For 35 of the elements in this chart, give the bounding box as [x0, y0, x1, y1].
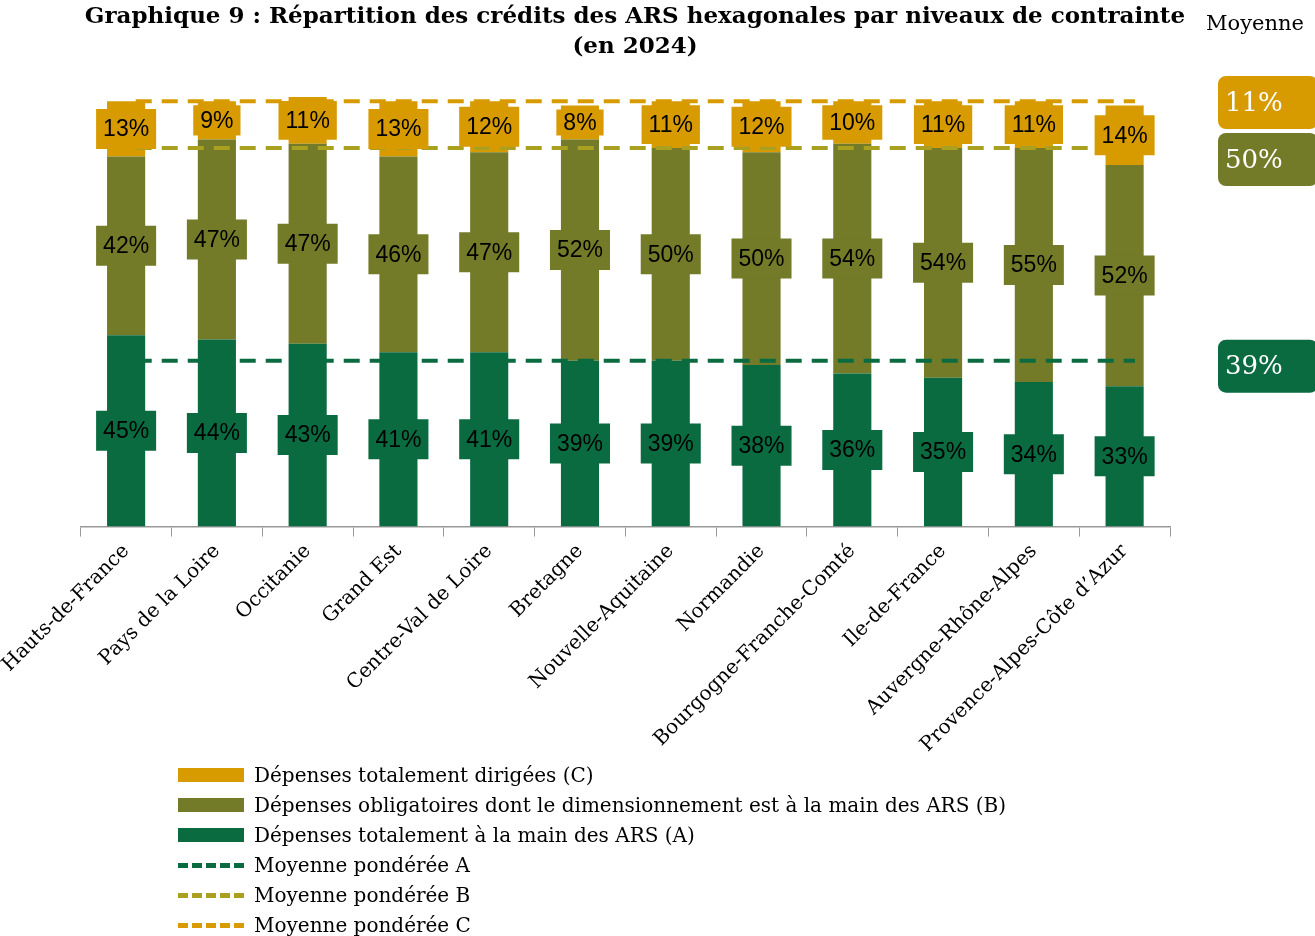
legend-label: Moyenne pondérée A [254, 853, 471, 877]
data-label: 41% [466, 425, 513, 452]
data-label: 52% [1101, 261, 1148, 288]
data-label: 55% [1010, 251, 1057, 278]
text: 50% [1225, 143, 1283, 174]
text: Moyenne [1206, 11, 1304, 36]
text: 11% [1225, 86, 1283, 117]
data-label: 46% [375, 240, 422, 267]
data-label: 54% [920, 249, 967, 276]
data-label: 41% [375, 425, 422, 452]
data-label: 34% [1010, 440, 1057, 467]
data-label: 47% [466, 238, 513, 265]
text: 39% [1225, 350, 1283, 381]
data-label: 36% [829, 436, 876, 463]
legend-label: Moyenne pondérée B [254, 883, 471, 907]
data-label: 39% [647, 429, 694, 456]
data-label: 39% [556, 429, 603, 456]
legend-label: Dépenses totalement à la main des ARS (A) [254, 823, 695, 847]
data-label: 52% [556, 236, 603, 263]
data-label: 47% [284, 230, 331, 257]
legend-label: Moyenne pondérée C [254, 913, 471, 936]
chart-title: Graphique 9 : Répartition des crédits des ARS hexagonales par niveaux de contrainte (en 2024) [83, 0, 1187, 60]
data-label: 50% [647, 240, 694, 267]
data-label: 38% [738, 432, 785, 459]
data-label: 54% [829, 244, 876, 271]
data-label: 35% [920, 438, 967, 465]
legend-label: Dépenses obligatoires dont le dimensionnement est à la main des ARS (B) [254, 793, 1007, 817]
data-label: 43% [284, 421, 331, 448]
data-label: 33% [1101, 442, 1148, 469]
data-label: 47% [193, 225, 240, 252]
data-label: 44% [193, 419, 240, 446]
data-label: 50% [738, 244, 785, 271]
data-label: 42% [103, 232, 150, 259]
legend-label: Dépenses totalement dirigées (C) [254, 763, 594, 787]
data-label: 45% [103, 417, 150, 444]
